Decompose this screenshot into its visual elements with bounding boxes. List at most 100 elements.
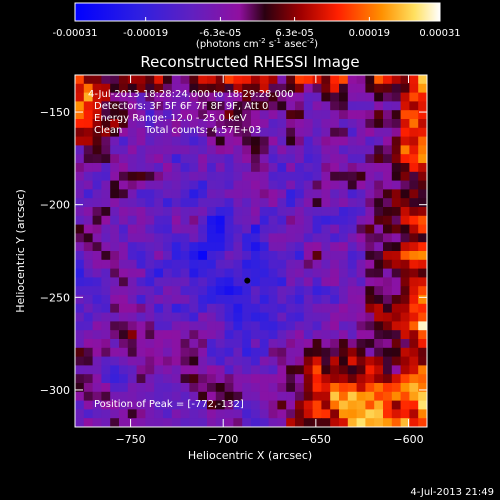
heatmap-cell [75,154,85,164]
heatmap-cell [233,145,243,155]
heatmap-cell [409,207,419,217]
heatmap-cell [127,268,138,278]
heatmap-cell [303,215,314,226]
heatmap-cell [374,339,384,349]
heatmap-cell [418,365,427,375]
heatmap-cell [198,101,208,111]
heatmap-cell [119,110,129,120]
heatmap-cell [400,339,410,349]
heatmap-cell [207,92,217,102]
heatmap-cell [75,312,85,322]
heatmap-cell [110,224,120,234]
heatmap-cell [198,383,208,393]
heatmap-cell [409,330,419,340]
heatmap-cell [321,330,331,340]
heatmap-cell [418,154,427,164]
heatmap-cell [92,374,102,384]
heatmap-cell [92,127,102,138]
heatmap-cell [383,127,393,138]
heatmap-cell [119,189,129,199]
heatmap-cell [312,75,322,85]
heatmap-cell [215,303,226,314]
heatmap-cell [145,365,155,375]
heatmap-cell [136,92,146,102]
heatmap-cell [409,259,419,270]
heatmap-cell [171,330,182,340]
heatmap-cell [154,215,164,226]
heatmap-cell [145,180,155,190]
heatmap-cell [136,163,146,173]
heatmap-cell [286,391,296,402]
heatmap-cell [224,339,234,349]
heatmap-cell [286,145,296,155]
heatmap-cell [409,339,419,349]
heatmap-cell [207,303,217,314]
heatmap-cell [101,180,111,190]
heatmap-cell [321,259,331,270]
heatmap-cell [233,286,243,296]
heatmap-cell [409,119,419,129]
heatmap-cell [163,242,173,252]
heatmap-cell [119,215,129,226]
heatmap-cell [145,163,155,173]
heatmap-cell [119,409,129,419]
heatmap-cell [101,189,111,199]
heatmap-cell [119,303,129,314]
heatmap-cell [277,171,287,182]
heatmap-cell [286,268,296,278]
heatmap-cell [295,259,305,270]
heatmap-cell [171,286,182,296]
heatmap-cell [92,163,102,173]
heatmap-cell [374,418,384,427]
heatmap-cell [127,101,138,111]
heatmap-cell [154,171,164,182]
heatmap-cell [330,101,340,111]
heatmap-cell [268,198,278,208]
heatmap-cell [374,303,384,314]
heatmap-cell [171,277,182,287]
heatmap-cell [312,295,322,305]
heatmap-cell [83,259,94,270]
heatmap-cell [374,163,384,173]
heatmap-cell [347,277,358,287]
heatmap-cell [268,145,278,155]
heatmap-cell [277,295,287,305]
heatmap-cell [268,312,278,322]
heatmap-cell [163,347,173,358]
heatmap-cell [136,224,146,234]
heatmap-cell [242,224,252,234]
colorbar-tick-label: 0.00031 [419,28,460,39]
heatmap-cell [295,110,305,120]
heatmap-cell [303,312,314,322]
heatmap-cell [75,163,85,173]
heatmap-cell [409,163,419,173]
heatmap-cell [207,339,217,349]
heatmap-cell [365,189,375,199]
heatmap-cell [233,163,243,173]
heatmap-cell [180,127,190,138]
heatmap-cell [154,330,164,340]
heatmap-cell [215,259,226,270]
heatmap-cell [145,347,155,358]
heatmap-cell [277,356,287,366]
heatmap-cell [224,127,234,138]
heatmap-cell [418,207,427,217]
heatmap-cell [383,418,393,427]
heatmap-cell [110,383,120,393]
heatmap-cell [374,207,384,217]
heatmap-cell [356,110,366,120]
heatmap-cell [400,224,410,234]
heatmap-cell [92,339,102,349]
heatmap-cell [215,365,226,375]
heatmap-cell [110,163,120,173]
heatmap-cell [136,171,146,182]
heatmap-cell [374,312,384,322]
heatmap-cell [295,400,305,410]
heatmap-cell [242,321,252,331]
heatmap-cell [198,374,208,384]
heatmap-cell [215,409,226,419]
heatmap-cell [242,180,252,190]
heatmap-cell [207,330,217,340]
heatmap-cell [259,303,270,314]
heatmap-cell [233,312,243,322]
